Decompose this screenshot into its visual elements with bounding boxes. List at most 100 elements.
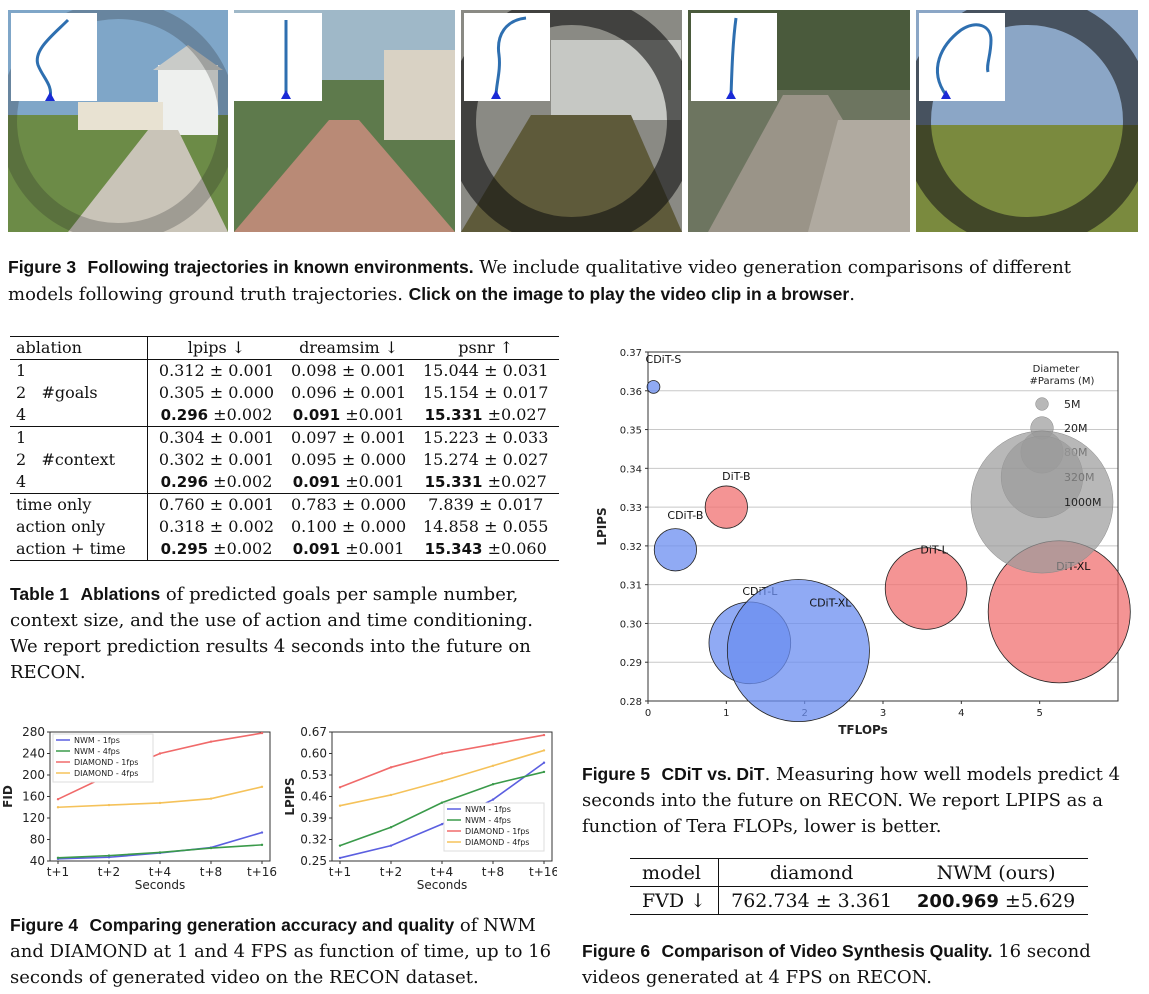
y-tick-label: 0.36 [620, 387, 642, 398]
data-point [158, 752, 162, 755]
ablation-table: ablation lpips ↓ dreamsim ↓ psnr ↑ 1 0.3… [10, 336, 560, 561]
data-point [338, 786, 342, 789]
y-tick-label: 0.67 [300, 725, 327, 739]
bubble-label: DiT-L [920, 544, 948, 557]
legend-box [443, 802, 545, 852]
psnr-cell: 15.331 ±0.027 [412, 471, 559, 494]
dreamsim-cell: 0.091 ±0.001 [285, 538, 413, 561]
figure3-caption: Figure 3 Following trajectories in known… [8, 254, 1140, 308]
x-tick-label: t+4 [431, 865, 453, 879]
header-lpips: lpips ↓ [147, 336, 285, 360]
dreamsim-cell: 0.097 ± 0.001 [285, 426, 413, 449]
best-value: 0.295 [160, 540, 209, 558]
y-tick-label: 0.39 [300, 811, 327, 825]
best-value: 0.091 [292, 473, 341, 491]
header-ablation: ablation [10, 336, 148, 360]
figure3-title: Following trajectories in known environm… [87, 257, 474, 277]
x-tick-label: t+1 [47, 865, 69, 879]
error-value: ±0.027 [482, 405, 547, 424]
x-tick-label: t+8 [200, 865, 222, 879]
y-axis-label: LPIPS [283, 777, 297, 815]
error-value: ±0.001 [340, 472, 405, 491]
x-axis-label: Seconds [417, 878, 467, 892]
table1-title: Ablations [80, 584, 161, 604]
y-tick-label: 0.35 [620, 426, 642, 437]
data-point [56, 797, 60, 801]
row-value: 1 [16, 428, 27, 447]
data-point [209, 846, 213, 850]
bubble-dit-l [884, 547, 968, 630]
y-tick-label: 0.32 [620, 542, 642, 553]
header-nwm: NWM (ours) [904, 858, 1089, 887]
video-link[interactable]: Click on the image to play the video cli… [408, 284, 850, 304]
x-tick-label: t+16 [247, 865, 277, 879]
y-tick-label: 120 [22, 811, 45, 825]
nwm-fvd-cell: 200.969 ±5.629 [904, 886, 1089, 915]
data-point [338, 856, 342, 860]
fid-line-chart: 40 80 120 160 200 240 280 t+1 t+2 t+4 t+8 t+16 Secon… [1, 725, 277, 892]
y-tick-label: 0.32 [300, 833, 327, 847]
row-value: 2 [16, 450, 27, 469]
row-label-fvd: FVD ↓ [630, 886, 720, 915]
lpips-cell: 0.305 ± 0.000 [147, 382, 285, 404]
data-point [107, 854, 111, 857]
table1-label: Table 1 [10, 584, 70, 604]
y-tick-label: 280 [22, 725, 45, 739]
table-row: 1 0.312 ± 0.001 0.098 ± 0.001 15.044 ± 0… [10, 359, 559, 382]
header-dreamsim: dreamsim ↓ [285, 336, 413, 360]
x-axis-label: TFLOPs [838, 723, 888, 737]
y-axis-label: LPIPS [595, 507, 609, 545]
data-point [440, 822, 444, 826]
lpips-cell: 0.304 ± 0.001 [147, 426, 285, 449]
y-tick-label: 0.29 [620, 658, 642, 669]
data-point [209, 740, 213, 743]
y-tick-label: 80 [30, 833, 45, 847]
figure5-caption: Figure 5 CDiT vs. DiT. Measuring how wel… [582, 761, 1138, 840]
lpips-line-chart: 0.25 0.32 0.39 0.46 0.53 0.60 0.67 t+1 t+2 t+4 t+8… [283, 725, 557, 892]
header-psnr: psnr ↑ [412, 336, 560, 360]
row-value: 1 [16, 361, 27, 380]
dreamsim-cell: 0.095 ± 0.000 [291, 450, 407, 469]
legend-label: NWM - 1fps [74, 736, 120, 745]
y-tick-label: 0.33 [620, 503, 642, 514]
header-model: model [630, 858, 720, 887]
data-point [542, 749, 546, 752]
table-row: time only 0.760 ± 0.001 0.783 ± 0.000 7.… [10, 493, 560, 516]
x-tick-label: t+2 [380, 865, 402, 879]
trajectory-image-3[interactable] [461, 10, 682, 232]
trajectory-image-1[interactable] [8, 10, 228, 232]
psnr-cell: 15.343 ±0.060 [412, 538, 560, 561]
psnr-cell: 14.858 ± 0.055 [423, 517, 549, 536]
figure4-title: Comparing generation accuracy and qualit… [89, 915, 455, 935]
row-value: 4 [16, 405, 27, 424]
table-row: FVD ↓ 762.734 ± 3.361 200.969 ±5.629 [630, 886, 1089, 915]
y-tick-label: 0.28 [620, 697, 642, 708]
size-legend-label: 20M [1064, 422, 1088, 435]
table-row: 2 #goals 0.305 ± 0.000 0.096 ± 0.001 15.… [10, 382, 559, 404]
bubble-cdit-s [646, 380, 661, 394]
figure6-title: Comparison of Video Synthesis Quality. [661, 941, 993, 961]
lpips-cell: 0.295 ±0.002 [147, 538, 285, 561]
y-tick-label: 240 [22, 747, 45, 761]
best-value: 0.091 [292, 540, 341, 558]
trajectory-image-2[interactable] [234, 10, 455, 232]
legend-label: DIAMOND - 1fps [465, 827, 529, 836]
figure6-caption: Figure 6 Comparison of Video Synthesis Q… [582, 938, 1138, 991]
legend-label: NWM - 4fps [465, 816, 511, 825]
best-value: 0.091 [292, 406, 341, 424]
data-point [56, 806, 60, 809]
dreamsim-cell: 0.100 ± 0.000 [291, 517, 407, 536]
data-point [56, 856, 60, 859]
data-point [260, 843, 264, 847]
x-tick-label: t+1 [329, 865, 351, 879]
x-tick-label: t+2 [98, 865, 120, 879]
data-point [389, 766, 393, 769]
data-point [338, 804, 342, 807]
error-value: ±0.001 [340, 539, 405, 558]
figure5-title: CDiT vs. DiT [661, 764, 765, 784]
error-value: ±0.002 [208, 405, 273, 424]
trajectory-image-5[interactable] [916, 10, 1138, 232]
trajectory-image-4[interactable] [688, 10, 910, 232]
data-point [338, 844, 342, 847]
dreamsim-cell: 0.098 ± 0.001 [291, 361, 407, 380]
